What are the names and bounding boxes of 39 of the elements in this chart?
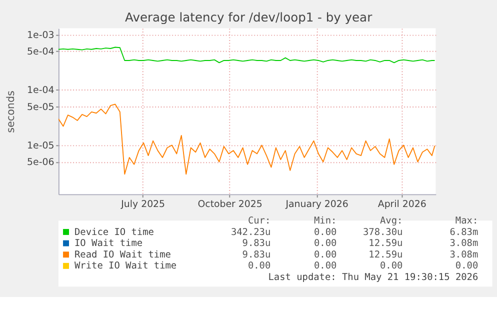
line-series — [58, 104, 436, 175]
text: 12.59u — [368, 249, 403, 260]
text: Min: — [314, 215, 337, 226]
y-tick-label: 1e-05 — [27, 140, 54, 152]
x-tick-label: April 2026 — [378, 198, 426, 210]
y-tick-label: 1e-03 — [27, 30, 54, 41]
y-tick-label: 1e-04 — [27, 85, 54, 96]
text: Cur: — [248, 215, 271, 226]
x-tick-label: July 2025 — [120, 198, 166, 210]
text: 3.08m — [450, 249, 478, 260]
text: 342.23u — [230, 226, 271, 238]
legend-label: IO Wait time — [74, 238, 143, 250]
text: 6.83m — [450, 226, 478, 238]
text: Avg: — [380, 215, 403, 226]
legend-label: Write IO Wait time — [74, 260, 177, 272]
text: 0.00 — [314, 238, 337, 250]
y-tick-label: 5e-05 — [27, 102, 54, 113]
text: 0.00 — [380, 260, 404, 272]
legend-label: Device IO time — [74, 226, 154, 238]
text: 12.59u — [368, 238, 403, 250]
text: 0.00 — [455, 260, 478, 272]
text: 9.83u — [242, 249, 271, 260]
text: Max: — [455, 215, 478, 226]
x-tick-label: January 2026 — [284, 198, 348, 210]
text: Last update: Thu May 21 19:30:15 2026 — [268, 272, 478, 284]
y-axis-title: seconds — [4, 90, 17, 133]
text: 0.00 — [314, 249, 337, 260]
text: 0.00 — [314, 260, 337, 272]
text: 0.00 — [314, 226, 337, 238]
line-series — [58, 46, 436, 64]
text: 0.00 — [248, 260, 271, 272]
text: 3.08m — [450, 238, 478, 250]
legend-label: Read IO Wait time — [74, 249, 172, 260]
x-tick-label: October 2025 — [198, 198, 262, 210]
text: 378.30u — [362, 226, 403, 238]
y-tick-label: 5e-06 — [27, 157, 54, 168]
y-tick-label: 5e-04 — [27, 46, 54, 58]
chart-title: Average latency for /dev/loop1 - by year — [125, 10, 374, 25]
text: 9.83u — [242, 238, 271, 250]
